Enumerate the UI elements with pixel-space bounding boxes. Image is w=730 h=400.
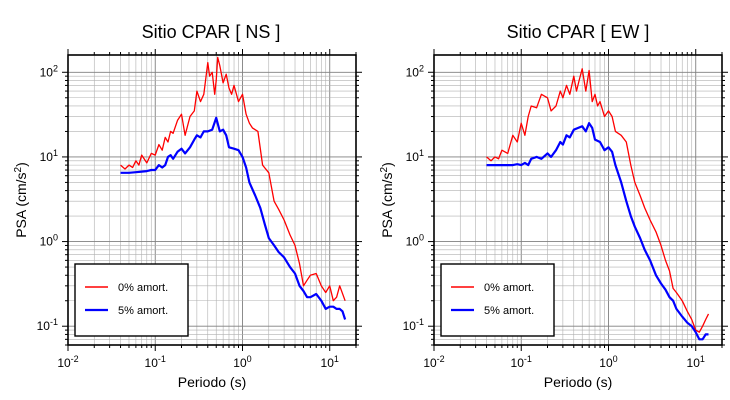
y-tick-label: 102: [40, 63, 58, 79]
legend-entry: 5% amort.: [118, 305, 168, 317]
plot-frame-ns: [67, 54, 357, 346]
y-axis-label-ew: PSA (cm/s2): [379, 162, 395, 238]
series-line-undamped-ns: [120, 56, 346, 302]
y-tick-label: 101: [40, 148, 58, 164]
x-tick-label: 101: [321, 354, 339, 370]
legend-ew: 0% amort. 5% amort.: [440, 263, 555, 337]
chart-title-ns: Sitio CPAR [ NS ]: [142, 22, 281, 42]
y-axis-label-ns: PSA (cm/s2): [13, 162, 29, 238]
chart-panel-ns: Sitio CPAR [ NS ] 10-2 10-1 100 101 10-1 100 1…: [13, 22, 362, 390]
legend-ns: 0% amort. 5% amort.: [74, 263, 189, 337]
x-tick-label: 101: [687, 354, 705, 370]
legend-entry: 0% amort.: [118, 282, 168, 294]
y-tick-label: 10-1: [37, 317, 58, 333]
x-axis-label-ew: Periodo (s): [544, 374, 612, 390]
series-line-undamped-ew: [486, 68, 710, 333]
series-line-damped-ns: [120, 116, 347, 320]
x-tick-label: 10-2: [423, 354, 444, 370]
x-tick-label: 10-1: [511, 354, 532, 370]
legend-entry: 0% amort.: [484, 282, 534, 294]
legend-box: [74, 263, 189, 337]
y-tick-label: 101: [406, 148, 424, 164]
y-tick-label: 100: [40, 233, 58, 249]
x-tick-label: 10-2: [57, 354, 78, 370]
y-tick-label: 10-1: [403, 317, 424, 333]
plot-frame-ew: [433, 54, 723, 346]
y-tick-label: 100: [406, 233, 424, 249]
axis-ticks-ns: [62, 49, 362, 351]
chart-panel-ew: Sitio CPAR [ EW ] 10-2 10-1 100 101 10-1 100 1…: [379, 22, 728, 390]
y-tick-label: 102: [406, 63, 424, 79]
legend-entry: 5% amort.: [484, 305, 534, 317]
x-tick-label: 10-1: [145, 354, 166, 370]
axis-ticks-ew: [428, 49, 728, 351]
x-tick-label: 100: [599, 354, 617, 370]
series-line-damped-ew: [486, 122, 709, 341]
legend-box: [440, 263, 555, 337]
grid-ns: [67, 55, 357, 346]
x-axis-label-ns: Periodo (s): [178, 374, 246, 390]
x-tick-label: 100: [233, 354, 251, 370]
chart-title-ew: Sitio CPAR [ EW ]: [507, 22, 650, 42]
